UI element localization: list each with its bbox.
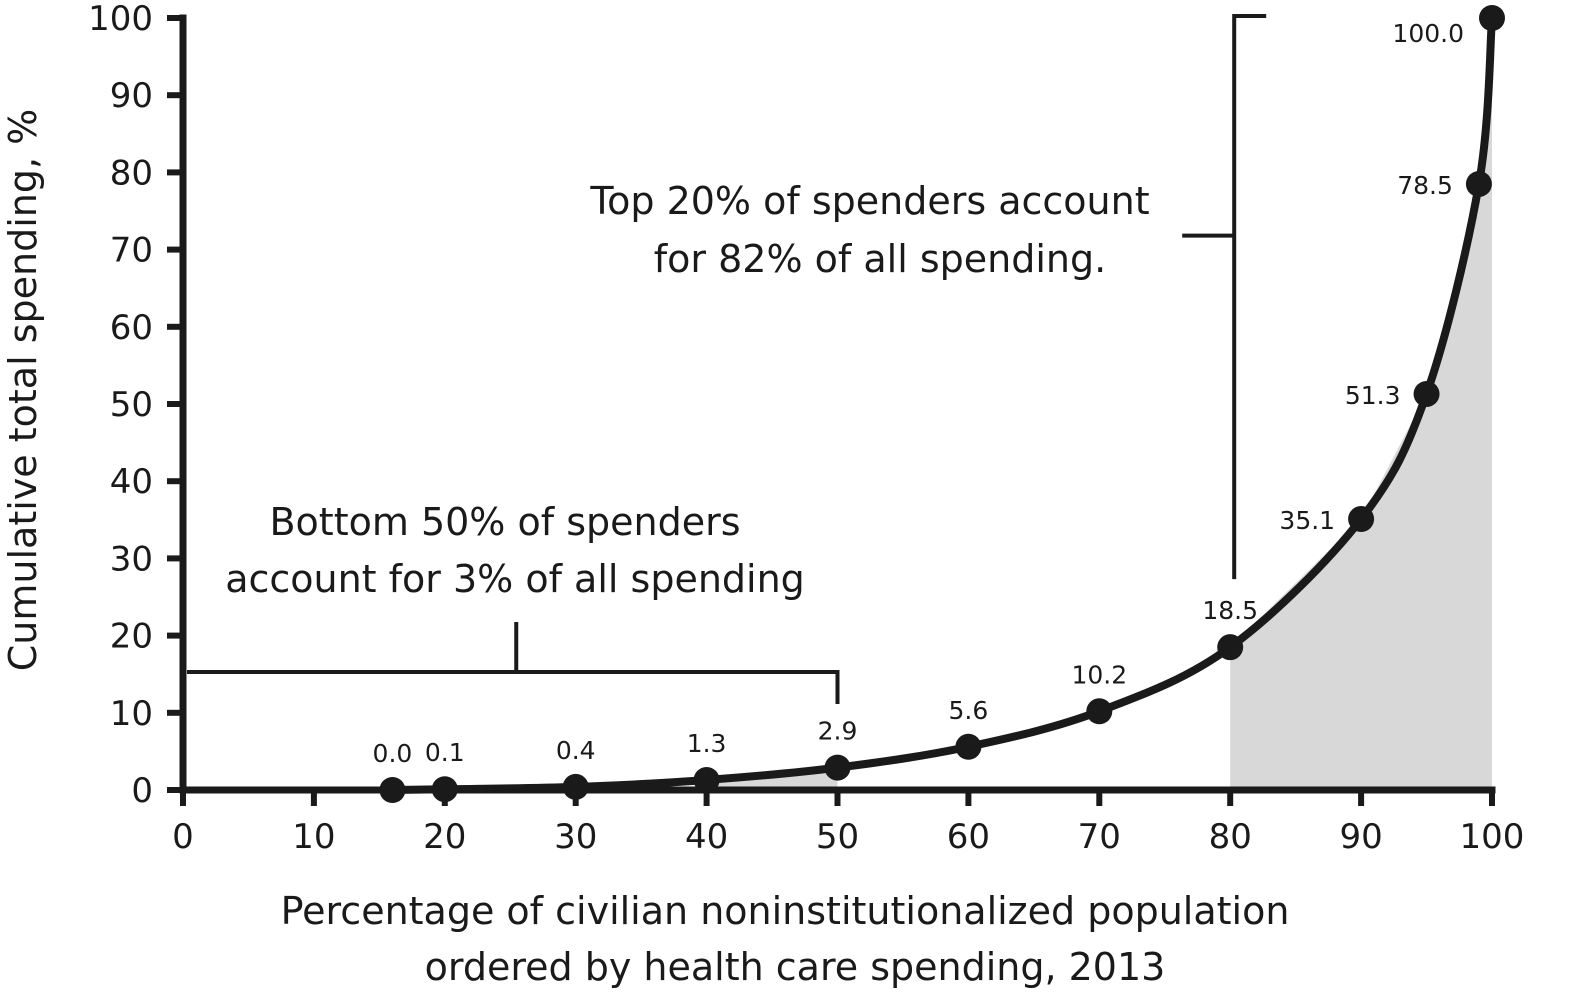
data-label-6: 5.6 [949, 696, 989, 725]
x-axis-title-line-2: ordered by health care spending, 2013 [425, 945, 1166, 989]
x-tick-label-60: 60 [947, 817, 990, 857]
y-tick-label-90: 90 [110, 76, 153, 116]
data-label-9: 35.1 [1279, 506, 1335, 535]
top-annotation-line-2: for 82% of all spending. [654, 237, 1106, 281]
bottom-annotation-line-1: Bottom 50% of spenders [269, 500, 740, 544]
y-tick-label-30: 30 [110, 539, 153, 579]
x-axis-title-line-1: Percentage of civilian noninstitutionali… [281, 889, 1290, 933]
data-point-4 [693, 766, 720, 793]
y-tick-label-100: 100 [88, 0, 153, 39]
y-tick-label-40: 40 [110, 462, 153, 502]
y-axis-title: Cumulative total spending, % [1, 109, 45, 671]
data-point-11 [1465, 170, 1492, 197]
x-tick-label-100: 100 [1460, 817, 1525, 857]
data-label-4: 1.3 [687, 729, 727, 758]
x-tick-label-50: 50 [816, 817, 859, 857]
shaded-region-2 [1230, 18, 1492, 790]
x-tick-label-70: 70 [1078, 817, 1121, 857]
data-point-7 [1086, 698, 1113, 725]
data-label-7: 10.2 [1071, 660, 1127, 689]
y-tick-label-70: 70 [110, 231, 153, 271]
data-label-1: 0.0 [373, 739, 413, 768]
x-tick-label-90: 90 [1339, 817, 1382, 857]
data-labels: 0.0 0.1 0.4 1.3 2.9 5.6 10.2 18.5 35.1 51.3 78.5 10… [373, 19, 1464, 768]
data-point-9 [1348, 506, 1375, 533]
x-tick-label-40: 40 [685, 817, 728, 857]
data-point-5 [824, 754, 851, 781]
ticks: 0 10 20 30 40 50 60 70 80 90 100 0 10 20 30 40 50 60 70 80 9… [88, 0, 1524, 857]
x-tick-label-80: 80 [1209, 817, 1252, 857]
top-bracket [1182, 14, 1267, 580]
data-point-12 [1479, 5, 1505, 31]
y-tick-label-50: 50 [110, 385, 153, 425]
top-annotation-line-1: Top 20% of spenders account [589, 179, 1149, 223]
data-label-5: 2.9 [818, 717, 858, 746]
y-tick-label-20: 20 [110, 617, 153, 657]
y-tick-label-80: 80 [110, 153, 153, 193]
data-point-1 [379, 777, 406, 803]
x-tick-label-20: 20 [423, 817, 466, 857]
brackets [187, 14, 1267, 704]
data-label-3: 0.4 [556, 736, 596, 765]
x-tick-label-30: 30 [554, 817, 597, 857]
data-point-6 [955, 733, 982, 760]
data-label-11: 78.5 [1397, 171, 1453, 200]
data-points [379, 5, 1505, 803]
data-point-2 [431, 776, 458, 803]
x-tick-label-10: 10 [292, 817, 335, 857]
y-tick-label-10: 10 [110, 694, 153, 734]
bottom-annotation-line-2: account for 3% of all spending [225, 557, 805, 601]
data-point-8 [1217, 634, 1244, 661]
data-label-2: 0.1 [425, 738, 465, 767]
y-tick-label-0: 0 [131, 771, 153, 811]
data-point-3 [562, 773, 589, 800]
y-tick-label-60: 60 [110, 308, 153, 348]
data-point-10 [1413, 380, 1440, 407]
data-label-8: 18.5 [1202, 596, 1258, 625]
bottom-bracket [187, 622, 840, 704]
data-label-12: 100.0 [1392, 19, 1464, 48]
data-label-10: 51.3 [1345, 381, 1401, 410]
x-tick-label-0: 0 [172, 817, 194, 857]
